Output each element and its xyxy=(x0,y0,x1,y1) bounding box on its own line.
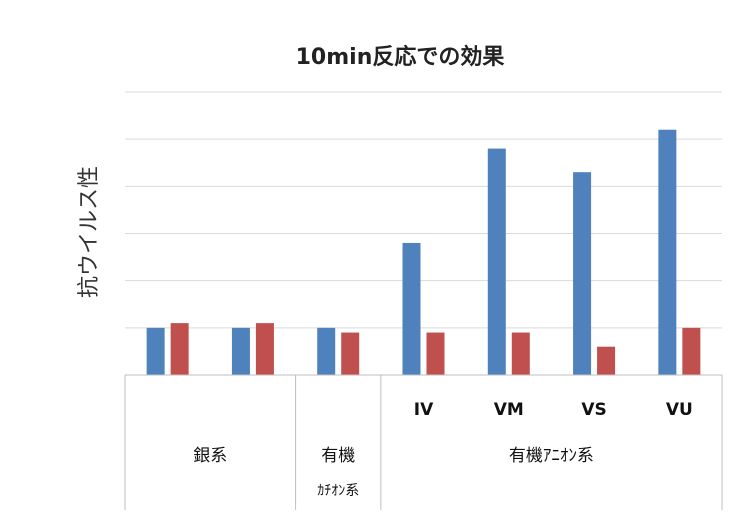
bar xyxy=(487,148,506,375)
bar xyxy=(682,327,701,375)
bar xyxy=(317,327,336,375)
bar xyxy=(170,323,189,375)
tick-label: VS xyxy=(581,400,606,420)
x-axis: IV VM VS VU 銀系 有機 ｶﾁｵﾝ系 有機ｱﾆｵﾝ系 xyxy=(124,374,723,510)
bar xyxy=(658,129,677,375)
chart-title: 10min反応での効果 xyxy=(296,44,505,70)
bar xyxy=(231,327,250,375)
tick-label: VM xyxy=(494,400,524,420)
bar xyxy=(146,327,165,375)
bar xyxy=(573,172,592,375)
y-axis-label: 抗ウイルス性 xyxy=(77,166,102,298)
bar xyxy=(511,332,530,375)
bar xyxy=(597,346,616,375)
tick-label: VU xyxy=(666,400,693,420)
group-label: 銀系 xyxy=(193,446,227,466)
bar xyxy=(426,332,445,375)
group-sublabel: ｶﾁｵﾝ系 xyxy=(317,483,359,499)
group-label: 有機 xyxy=(321,446,355,466)
tick-label: IV xyxy=(414,400,434,420)
group-label: 有機ｱﾆｵﾝ系 xyxy=(509,446,594,466)
bar xyxy=(255,323,274,375)
bar xyxy=(402,242,421,375)
bar xyxy=(341,332,360,375)
bars xyxy=(146,129,701,375)
gridlines xyxy=(125,91,722,329)
